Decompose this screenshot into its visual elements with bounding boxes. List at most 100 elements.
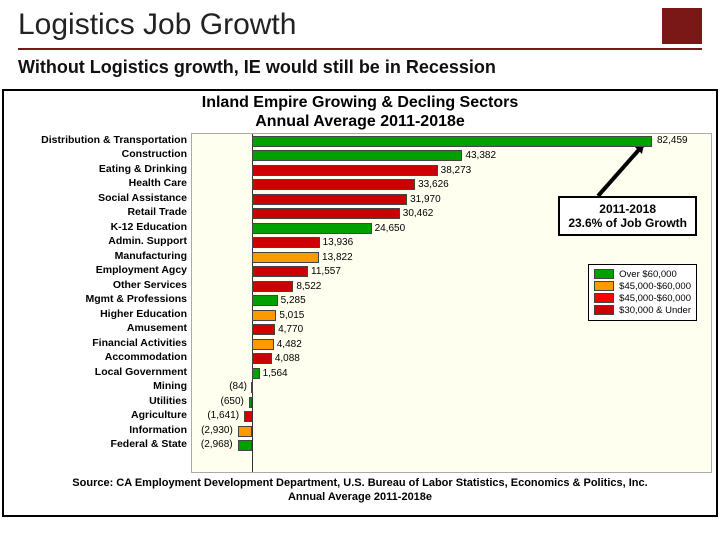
bar-row: 33,626: [252, 179, 452, 190]
bar-value-label: 38,273: [438, 165, 475, 176]
bar-row: 4,088: [252, 353, 303, 364]
bar-value-label: 33,626: [415, 179, 452, 190]
bar-row: 24,650: [252, 223, 408, 234]
category-label: Agriculture: [8, 408, 191, 423]
bar-row: 11,557: [252, 266, 344, 277]
bar: [238, 440, 252, 451]
bar-row: 5,285: [252, 295, 309, 306]
category-label: Distribution & Transportation: [8, 133, 191, 148]
category-label: Higher Education: [8, 307, 191, 322]
category-label: Other Services: [8, 278, 191, 293]
bar-row: 1,564: [252, 368, 291, 379]
bar: [249, 397, 252, 408]
bar-row: (650): [249, 397, 252, 408]
bar: [252, 237, 320, 248]
bar-value-label: 5,015: [276, 310, 307, 321]
bar-row: 38,273: [252, 165, 474, 176]
bar: [252, 150, 462, 161]
legend-row: $45,000-$60,000: [594, 293, 691, 304]
legend-label: $45,000-$60,000: [619, 281, 691, 292]
bar: [238, 426, 252, 437]
bar-value-label: 5,285: [278, 295, 309, 306]
bar-value-label: (2,968): [198, 439, 236, 450]
bar-row: 31,970: [252, 194, 444, 205]
title-row: Logistics Job Growth: [18, 8, 702, 44]
chart-container: Inland Empire Growing & Decling Sectors …: [2, 89, 718, 517]
bar-value-label: 82,459: [654, 135, 691, 146]
category-label: Admin. Support: [8, 234, 191, 249]
category-label: Health Care: [8, 176, 191, 191]
category-label: Social Assistance: [8, 191, 191, 206]
legend-swatch: [594, 269, 614, 279]
category-label: Mgmt & Professions: [8, 292, 191, 307]
bar-value-label: 8,522: [293, 281, 324, 292]
bar-value-label: 1,564: [260, 368, 291, 379]
legend-swatch: [594, 293, 614, 303]
bar-row: 8,522: [252, 281, 324, 292]
plot-area: 2011-2018 23.6% of Job Growth Over $60,0…: [191, 133, 712, 473]
bar: [244, 411, 252, 422]
bar-row: (1,641): [244, 411, 252, 422]
bar-row: 82,459: [252, 136, 652, 147]
category-label: Utilities: [8, 394, 191, 409]
callout-box: 2011-2018 23.6% of Job Growth: [558, 196, 697, 236]
category-label: Financial Activities: [8, 336, 191, 351]
bar-value-label: 4,482: [274, 339, 305, 350]
category-label: Local Government: [8, 365, 191, 380]
callout-line1: 2011-2018: [568, 202, 687, 216]
bar: [252, 266, 308, 277]
bar: [252, 252, 319, 263]
category-label: Manufacturing: [8, 249, 191, 264]
category-label: Employment Agcy: [8, 263, 191, 278]
bar: [252, 194, 407, 205]
category-axis: Distribution & TransportationConstructio…: [8, 133, 191, 473]
bar-value-label: (2,930): [198, 425, 236, 436]
bar: [252, 295, 278, 306]
bar-row: 13,822: [252, 252, 356, 263]
legend-label: $30,000 & Under: [619, 305, 691, 316]
bar-row: 5,015: [252, 310, 307, 321]
bar-row: 13,936: [252, 237, 356, 248]
legend-row: $45,000-$60,000: [594, 281, 691, 292]
legend-row: Over $60,000: [594, 269, 691, 280]
bar: [252, 223, 372, 234]
category-label: K-12 Education: [8, 220, 191, 235]
callout-arrow: [592, 138, 652, 200]
bar: [252, 136, 652, 147]
category-label: Federal & State: [8, 437, 191, 452]
chart-title-line1: Inland Empire Growing & Decling Sectors: [8, 93, 712, 112]
bar: [252, 310, 276, 321]
category-label: Construction: [8, 147, 191, 162]
bar-row: 30,462: [252, 208, 436, 219]
bar: [252, 208, 400, 219]
legend-swatch: [594, 305, 614, 315]
bar: [252, 339, 274, 350]
category-label: Mining: [8, 379, 191, 394]
header: Logistics Job Growth Without Logistics g…: [0, 0, 720, 83]
legend: Over $60,000$45,000-$60,000$45,000-$60,0…: [588, 264, 697, 321]
chart-source: Source: CA Employment Development Depart…: [8, 477, 712, 505]
bar-value-label: 4,770: [275, 324, 306, 335]
callout-line2: 23.6% of Job Growth: [568, 216, 687, 230]
category-label: Accommodation: [8, 350, 191, 365]
bar-value-label: 30,462: [400, 208, 437, 219]
bar-value-label: 13,822: [319, 252, 356, 263]
page-subtitle: Without Logistics growth, IE would still…: [18, 56, 702, 79]
bar-value-label: (1,641): [204, 410, 242, 421]
bar-value-label: 31,970: [407, 194, 444, 205]
legend-label: $45,000-$60,000: [619, 293, 691, 304]
page-title: Logistics Job Growth: [18, 8, 654, 42]
bar-row: 43,382: [252, 150, 499, 161]
bar: [252, 353, 272, 364]
source-line2: Annual Average 2011-2018e: [8, 491, 712, 505]
bar-row: (2,930): [238, 426, 252, 437]
chart-body: Distribution & TransportationConstructio…: [8, 133, 712, 473]
bar-value-label: 11,557: [308, 266, 344, 277]
chart-title: Inland Empire Growing & Decling Sectors …: [8, 93, 712, 131]
category-label: Amusement: [8, 321, 191, 336]
bar: [252, 165, 438, 176]
bar-value-label: 24,650: [372, 223, 409, 234]
horizontal-rule: [18, 48, 702, 50]
bar: [252, 179, 415, 190]
bar-value-label: 43,382: [462, 150, 499, 161]
